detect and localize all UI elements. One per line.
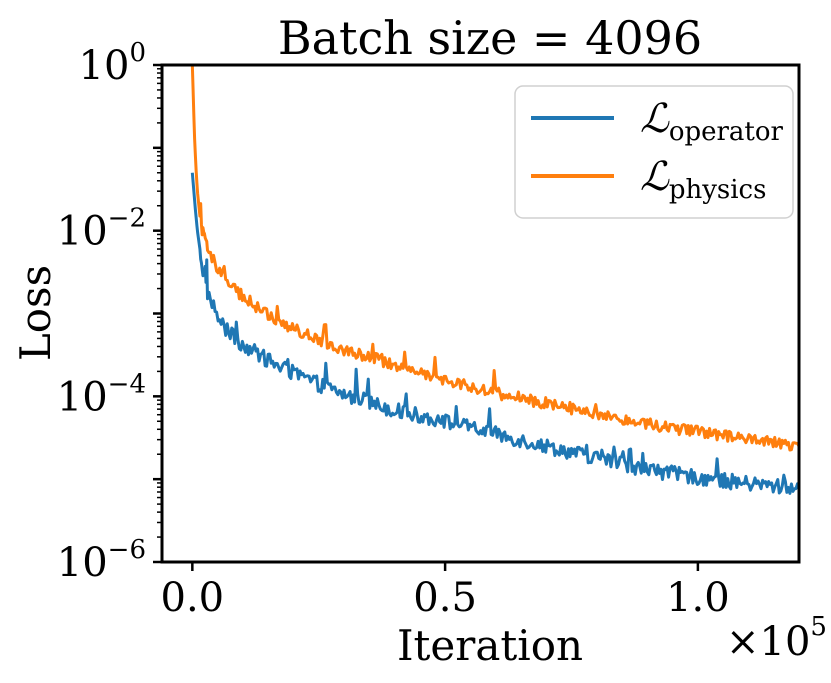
legend-label-physics: ℒphysics (640, 154, 766, 205)
y-tick-exponent: −2 (108, 204, 146, 234)
legend-label-operator: ℒoperator (640, 96, 784, 147)
x-tick-label: 1.0 (666, 575, 730, 621)
x-axis: 0.0 0.5 1.0 (161, 562, 730, 621)
x-scale-label: ×10 (726, 619, 810, 665)
chart-title: Batch size = 4096 (278, 11, 702, 65)
y-tick-exponent: −6 (108, 535, 146, 565)
y-tick-base: 10 (79, 43, 130, 89)
x-tick-label: 0.5 (413, 575, 477, 621)
y-tick-label: 10−2 (57, 204, 146, 255)
y-tick-label: 10−4 (57, 369, 146, 420)
legend: ℒoperator ℒphysics (514, 85, 794, 219)
y-tick-base: 10 (57, 540, 108, 586)
plot-area (190, 65, 799, 495)
y-tick-exponent: −4 (108, 369, 146, 399)
x-scale-exponent: 5 (810, 612, 827, 642)
y-tick-base: 10 (57, 209, 108, 255)
x-scale-multiplier: ×105 (726, 612, 827, 665)
y-tick-exponent: 0 (129, 38, 146, 68)
y-axis-title: Loss (11, 265, 60, 361)
y-tick-base: 10 (57, 374, 108, 420)
x-axis-title: Iteration (397, 621, 583, 670)
x-tick-label: 0.0 (161, 575, 225, 621)
y-tick-label: 100 (79, 38, 146, 89)
y-tick-label: 10−6 (57, 535, 146, 586)
series-line-physics (190, 65, 799, 452)
series-line-operator (190, 172, 799, 495)
